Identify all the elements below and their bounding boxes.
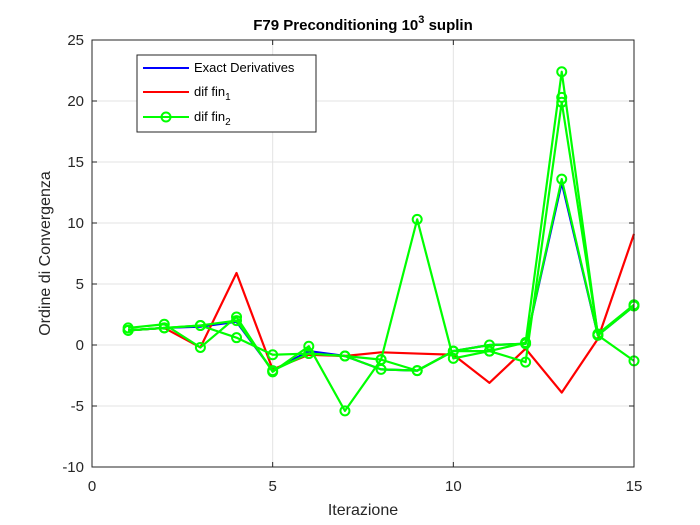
data-point	[303, 348, 315, 360]
legend-marker-dif-fin-2	[160, 111, 172, 123]
data-point	[122, 324, 134, 336]
series-4	[122, 173, 640, 377]
y-tick-label: 0	[76, 337, 84, 354]
x-tick-label: 15	[626, 478, 643, 495]
data-point	[411, 365, 423, 377]
data-point	[411, 213, 423, 225]
y-tick-label: 10	[67, 215, 84, 232]
data-point	[339, 405, 351, 417]
data-point	[231, 332, 243, 344]
data-point	[520, 356, 532, 368]
data-point	[556, 91, 568, 103]
y-tick-label: -5	[71, 398, 84, 415]
chart-title-superscript: 3	[418, 14, 424, 26]
data-point	[339, 350, 351, 362]
series-1	[128, 233, 636, 394]
y-tick-label: 5	[76, 276, 84, 293]
series-line	[128, 177, 635, 372]
y-tick-label: 25	[67, 32, 84, 49]
legend-entry-exact-derivatives: Exact Derivatives	[194, 60, 295, 75]
data-point	[303, 340, 315, 352]
data-point	[520, 338, 532, 350]
data-point	[447, 345, 459, 357]
chart-title: F79 Preconditioning 103 suplin	[253, 14, 473, 34]
data-point	[375, 363, 387, 375]
x-tick-label: 0	[88, 478, 96, 495]
data-point	[447, 352, 459, 364]
x-axis-title: Iterazione	[328, 502, 398, 519]
data-point	[483, 345, 495, 357]
data-point	[231, 315, 243, 327]
legend-entry-dif-fin-1: dif fin1	[194, 84, 231, 103]
y-tick-label: -10	[62, 459, 84, 476]
data-point	[267, 349, 279, 361]
series-5	[556, 91, 568, 103]
series-layer	[122, 66, 640, 417]
series-line	[128, 233, 636, 394]
plot-frame	[91, 39, 635, 468]
legend-entry-dif-fin-2: dif fin2	[194, 109, 231, 128]
x-tick-label: 10	[445, 478, 462, 495]
data-point	[194, 319, 206, 331]
legend: Exact Derivatives dif fin1 dif fin2	[136, 54, 317, 133]
data-point	[158, 322, 170, 334]
chart-title-main: F79 Preconditioning 10	[253, 17, 418, 34]
data-point	[483, 339, 495, 351]
x-tick-label: 5	[268, 478, 276, 495]
ticks: 0 5 10 15 -10 -5 0 5 10 15 20 25	[62, 32, 642, 495]
data-point	[267, 365, 279, 377]
data-point	[194, 341, 206, 353]
data-point	[592, 329, 604, 341]
series-line	[128, 70, 635, 372]
chart-title-rest: suplin	[424, 17, 472, 34]
y-axis-title: Ordine di Convergenza	[37, 171, 54, 336]
y-tick-label: 20	[67, 93, 84, 110]
y-tick-label: 15	[67, 154, 84, 171]
data-point	[556, 66, 568, 78]
data-point	[556, 173, 568, 185]
